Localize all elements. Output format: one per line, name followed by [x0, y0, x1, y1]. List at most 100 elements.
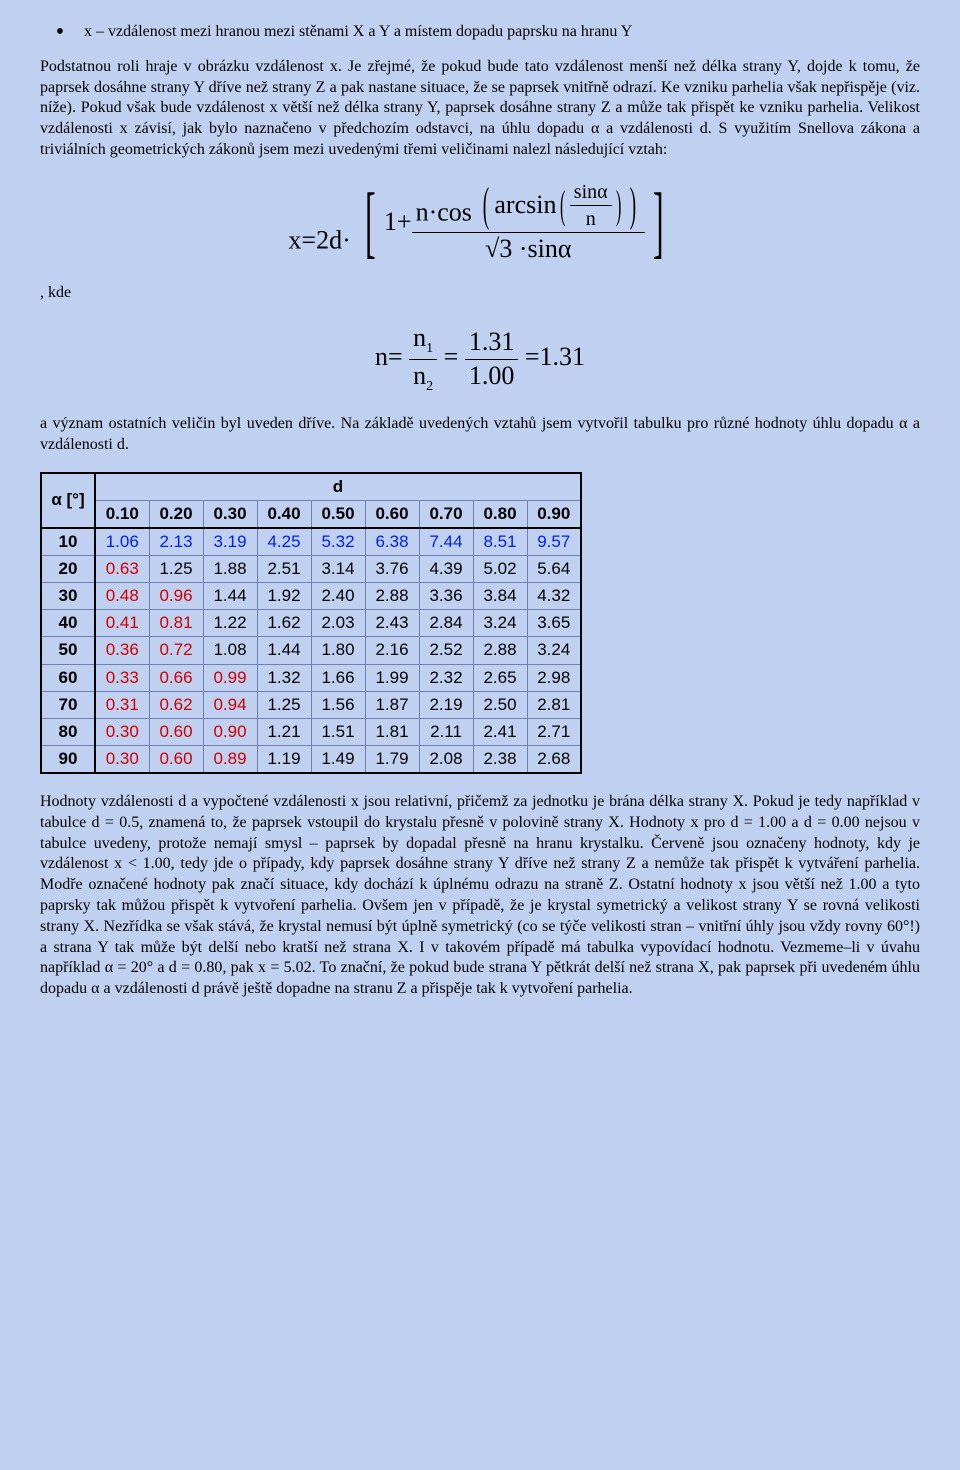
bullet-dot: • — [40, 26, 80, 38]
cell: 2.11 — [419, 718, 473, 745]
cell: 0.63 — [95, 556, 149, 583]
f2-eq: = — [444, 342, 459, 371]
cell: 1.21 — [257, 718, 311, 745]
left-bracket-icon: [ — [365, 192, 376, 252]
formula-n: n= n1 n2 = 1.31 1.00 =1.31 — [40, 324, 920, 394]
cell: 4.25 — [257, 528, 311, 556]
cell: 2.38 — [473, 745, 527, 773]
cell: 3.65 — [527, 610, 581, 637]
cell: 3.24 — [473, 610, 527, 637]
f2-eq2: =1.31 — [525, 342, 585, 371]
f1-inner-num: sinα — [570, 181, 612, 206]
cell: 2.13 — [149, 528, 203, 556]
table-row: 700.310.620.941.251.561.872.192.502.81 — [41, 691, 581, 718]
cell: 0.30 — [95, 718, 149, 745]
th-dval: 0.50 — [311, 501, 365, 529]
cell: 0.31 — [95, 691, 149, 718]
cell: 2.50 — [473, 691, 527, 718]
table-row: 400.410.811.221.622.032.432.843.243.65 — [41, 610, 581, 637]
cell: 1.44 — [203, 583, 257, 610]
cell: 0.60 — [149, 745, 203, 773]
cell: 3.19 — [203, 528, 257, 556]
f1-inner-den: n — [570, 206, 612, 230]
cell: 0.30 — [95, 745, 149, 773]
f1-den-rest: ·sinα — [519, 234, 572, 263]
f2-n2: n — [413, 361, 426, 390]
cell: 2.51 — [257, 556, 311, 583]
cell: 1.25 — [149, 556, 203, 583]
cell: 1.81 — [365, 718, 419, 745]
cell: 0.66 — [149, 664, 203, 691]
cell: 3.24 — [527, 637, 581, 664]
cell: 2.32 — [419, 664, 473, 691]
f2-lhs: n= — [375, 342, 403, 371]
row-alpha: 60 — [41, 664, 95, 691]
cell: 1.19 — [257, 745, 311, 773]
cell: 1.87 — [365, 691, 419, 718]
cell: 0.62 — [149, 691, 203, 718]
table-row: 900.300.600.891.191.491.792.082.382.68 — [41, 745, 581, 773]
cell: 2.65 — [473, 664, 527, 691]
cell: 0.41 — [95, 610, 149, 637]
table-row: 300.480.961.441.922.402.883.363.844.32 — [41, 583, 581, 610]
cell: 8.51 — [473, 528, 527, 556]
f1-num2: arcsin — [494, 191, 556, 220]
kde-label: , kde — [40, 283, 920, 304]
f2-frac1: n1 n2 — [409, 324, 437, 394]
table-head: α [°]d0.100.200.300.400.500.600.700.800.… — [41, 473, 581, 528]
row-alpha: 30 — [41, 583, 95, 610]
cell: 2.81 — [527, 691, 581, 718]
cell: 2.19 — [419, 691, 473, 718]
cell: 0.99 — [203, 664, 257, 691]
th-dval: 0.70 — [419, 501, 473, 529]
table-row: 101.062.133.194.255.326.387.448.519.57 — [41, 528, 581, 556]
para-bottom: Hodnoty vzdálenosti d a vypočtené vzdále… — [40, 792, 920, 1000]
f2-n1: n — [413, 323, 426, 352]
cell: 6.38 — [365, 528, 419, 556]
right-paren2-icon: ) — [616, 191, 621, 219]
f1-oneplus: 1+ — [384, 208, 412, 237]
row-alpha: 80 — [41, 718, 95, 745]
cell: 1.92 — [257, 583, 311, 610]
f2-frac2: 1.31 1.00 — [465, 328, 519, 390]
cell: 1.56 — [311, 691, 365, 718]
th-dval: 0.60 — [365, 501, 419, 529]
cell: 1.99 — [365, 664, 419, 691]
cell: 1.08 — [203, 637, 257, 664]
cell: 0.33 — [95, 664, 149, 691]
cell: 1.06 — [95, 528, 149, 556]
table-row: 800.300.600.901.211.511.812.112.412.71 — [41, 718, 581, 745]
cell: 2.88 — [473, 637, 527, 664]
cell: 2.40 — [311, 583, 365, 610]
cell: 0.90 — [203, 718, 257, 745]
cell: 3.84 — [473, 583, 527, 610]
f2-sub2: 2 — [426, 379, 433, 394]
th-dval: 0.40 — [257, 501, 311, 529]
cell: 2.71 — [527, 718, 581, 745]
cell: 1.49 — [311, 745, 365, 773]
cell: 0.89 — [203, 745, 257, 773]
cell: 1.88 — [203, 556, 257, 583]
row-alpha: 10 — [41, 528, 95, 556]
cell: 1.66 — [311, 664, 365, 691]
cell: 0.81 — [149, 610, 203, 637]
cell: 2.98 — [527, 664, 581, 691]
cell: 0.72 — [149, 637, 203, 664]
cell: 1.80 — [311, 637, 365, 664]
f2-valnum: 1.31 — [465, 328, 519, 360]
cell: 2.43 — [365, 610, 419, 637]
th-dval: 0.20 — [149, 501, 203, 529]
cell: 1.62 — [257, 610, 311, 637]
cell: 0.96 — [149, 583, 203, 610]
cell: 1.44 — [257, 637, 311, 664]
cell: 0.60 — [149, 718, 203, 745]
cell: 7.44 — [419, 528, 473, 556]
table-row: 200.631.251.882.513.143.764.395.025.64 — [41, 556, 581, 583]
f1-lhs: x=2d· — [288, 225, 350, 254]
cell: 9.57 — [527, 528, 581, 556]
cell: 0.94 — [203, 691, 257, 718]
right-bracket-icon: ] — [653, 192, 664, 252]
cell: 1.22 — [203, 610, 257, 637]
cell: 1.51 — [311, 718, 365, 745]
bullet-line: • x – vzdálenost mezi hranou mezi stěnam… — [40, 22, 920, 43]
